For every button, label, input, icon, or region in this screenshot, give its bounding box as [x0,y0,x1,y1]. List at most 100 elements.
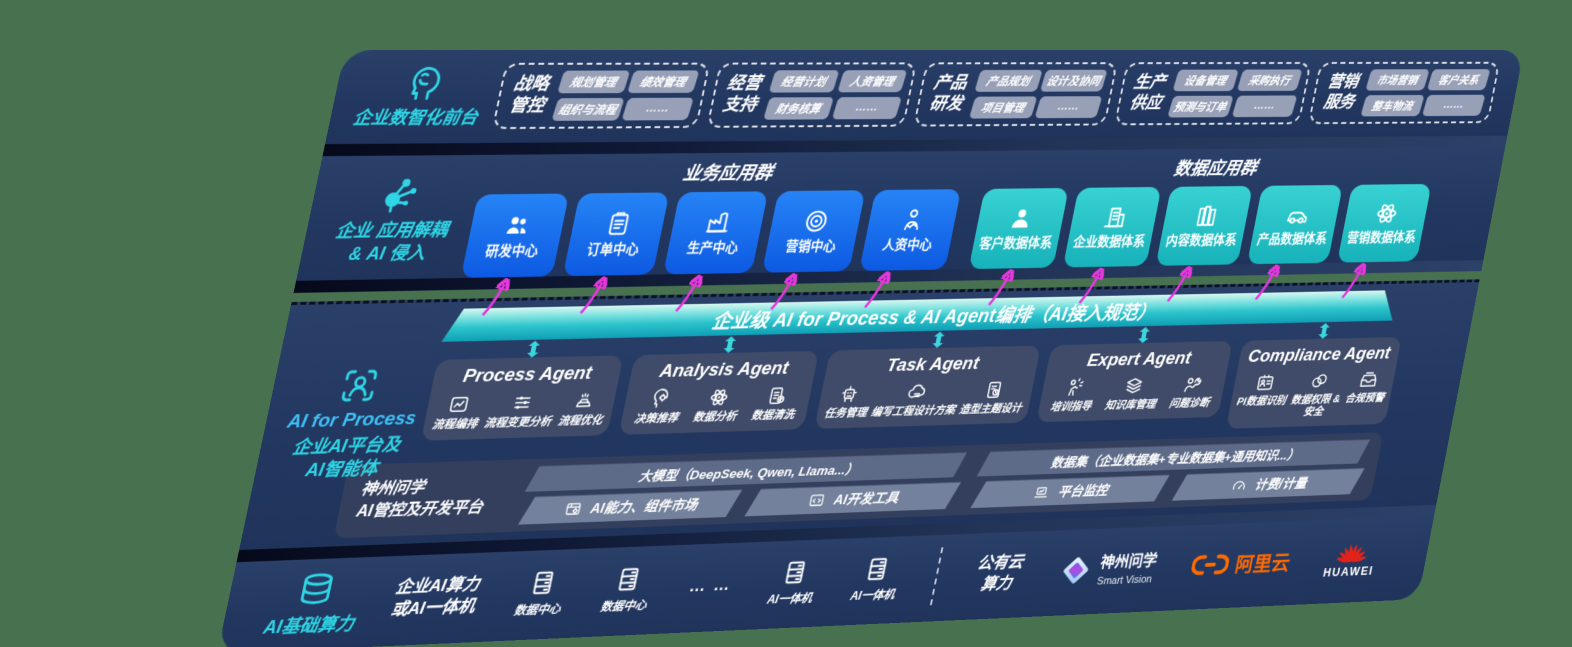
atom-icon [1371,200,1401,227]
target-icon [800,207,833,235]
monitor-icon [1031,483,1052,502]
up-down-arrow-icon [931,331,946,349]
database-icon [291,568,342,612]
group-production: 生产供应 设备管理 采购执行 预测与订单 …… [1113,61,1312,125]
smartvision-cn: 神州问学 [1098,553,1159,572]
agent-task: Task Agent 任务管理 编写工程设计方案 造型主题设计 [812,329,1044,442]
app-box-hr: 人资中心 [859,189,962,272]
cell-ai-market: AI能力、组件市场 [518,490,743,525]
data-box-enterprise: 企业数据体系 [1062,186,1162,268]
enterprise-compute-label: 企业AI算力 或AI一体机 [389,574,482,620]
ai-appliance-1: AI一体机 [766,557,821,608]
business-cluster-title: 业务应用群 [681,163,775,185]
platform-model-group: 大模型（DeepSeek, Qwen, Llama...） AI能力、组件市场 … [518,452,967,525]
module-pill: …… [1231,94,1298,117]
ai-layer-band: AI for Process 企业AI平台及 AI智能体 企业级 AI for … [239,279,1480,551]
module-pill: 经营计划 [768,69,840,93]
up-down-arrow-icon [1317,322,1331,339]
cell-monitoring: 平台监控 [970,475,1170,509]
module-pill: 组织与流程 [551,97,624,121]
module-pill: 产品规划 [974,69,1043,92]
module-pill: …… [831,96,902,119]
module-pill: 财务核算 [763,96,834,120]
app-box-rd: 研发中心 [460,193,570,278]
group-operation: 经营支持 经营计划 人资管理 财务核算 …… [706,61,918,128]
agent-expert: Expert Agent 培训指导 知识库管理 问题诊断 [1034,325,1236,435]
up-down-arrow-icon [722,336,737,354]
vertical-dashed-divider [929,547,944,606]
group-label: 营销服务 [1322,72,1361,112]
ai-for-process-label: AI for Process [285,407,419,433]
alicloud-bracket-icon [1190,552,1231,578]
factory-icon [701,209,734,238]
market-icon [562,500,584,519]
users-icon [500,211,534,240]
platform-dataset-group: 数据集（企业数据集+专业数据集+通用知识...） 平台监控 计费/计量 [970,439,1370,508]
smartvision-logo: 神州问学 Smart Vision [1055,548,1160,592]
head-gear-icon [647,387,673,410]
molecule-icon [374,174,424,216]
module-pill: 项目管理 [968,95,1037,119]
smartvision-diamond-icon [1062,556,1089,585]
people-chart-icon [896,206,928,234]
server-icon [861,554,894,584]
front-office-side-label: 企业数智化前台 [334,62,506,130]
layers-icon [1122,375,1147,397]
agent-compliance: Compliance Agent PI数据识别 数据权限 & 安全 合规预警 [1225,321,1404,430]
module-pill: 采购执行 [1236,69,1303,91]
app-box-marketing: 营销中心 [761,190,866,273]
up-down-arrow-icon [525,340,541,358]
group-strategy: 战略管控 规划管理 绩效管理 组织与流程 …… [491,62,711,129]
module-pill: 设备管理 [1172,69,1239,91]
id-card-icon [1253,371,1277,393]
agents-row: Process Agent 流程编排 流程变更分析 流程优化 Analysis … [418,321,1405,454]
gauge-icon [1229,476,1249,494]
alicloud-logo: 阿里云 [1189,548,1292,580]
business-app-cluster: 业务应用群 研发中心 订单中心 生产中心 [461,155,968,278]
ai-appliance-2: AI一体机 [849,554,903,604]
module-pill: 绩效管理 [627,69,700,93]
brain-icon [398,62,448,104]
agent-analysis: Analysis Agent 决策推荐 数据分析 数据清洗 [616,334,823,448]
card-check-icon [982,379,1007,402]
server-icon [612,564,647,595]
ellipsis: … … [687,575,734,596]
robot-icon [837,382,863,405]
atom-icon [706,386,732,409]
compute-label: AI基础算力 [261,613,357,638]
server-icon [525,568,560,599]
person-icon [1005,205,1037,233]
app-layer-label: 企业 应用解耦 & AI 侵入 [333,219,450,264]
person-scan-icon [334,364,385,407]
books-icon [1191,203,1222,231]
app-layer-band: 企业 应用解耦 & AI 侵入 业务应用群 研发中心 订单中心 [296,147,1505,281]
platform-name: 神州问学 AI管控及开发平台 [354,479,485,521]
module-pill: …… [621,97,694,120]
cell-billing: 计费/计量 [1171,468,1364,501]
smartvision-en: Smart Vision [1095,574,1153,588]
group-label: 战略管控 [507,74,551,116]
building-icon [1099,204,1130,232]
ai-platform-label: 企业AI平台及 AI智能体 [290,434,403,480]
datacenter-1: 数据中心 [512,567,569,619]
architecture-diagram: 企业数智化前台 战略管控 规划管理 绩效管理 组织与流程 …… 经营支持 经营计… [217,50,1524,647]
link-icon [1307,370,1331,392]
data-box-content: 内容数据体系 [1155,185,1253,266]
sliders-icon [508,391,535,414]
group-label: 经营支持 [721,73,764,115]
ai-layer-side-label: AI for Process 企业AI平台及 AI智能体 [259,363,443,483]
data-cluster-title: 数据应用群 [1172,158,1259,180]
cloud-icon [904,381,929,404]
module-pill: …… [1422,94,1486,116]
module-pill: 规划管理 [556,70,630,93]
app-layer-side-label: 企业 应用解耦 & AI 侵入 [302,159,485,281]
group-label: 生产供应 [1128,72,1168,113]
chart-box-icon [445,393,472,417]
front-office-groups: 战略管控 规划管理 绩效管理 组织与流程 …… 经营支持 经营计划 人资管理 财… [491,61,1501,129]
mail-alert-icon [1357,369,1381,391]
devtool-icon [806,491,827,510]
app-box-production: 生产中心 [662,191,769,275]
module-pill: 人资管理 [837,69,907,92]
module-pill: 市场营销 [1365,68,1430,91]
server-icon [778,558,812,588]
